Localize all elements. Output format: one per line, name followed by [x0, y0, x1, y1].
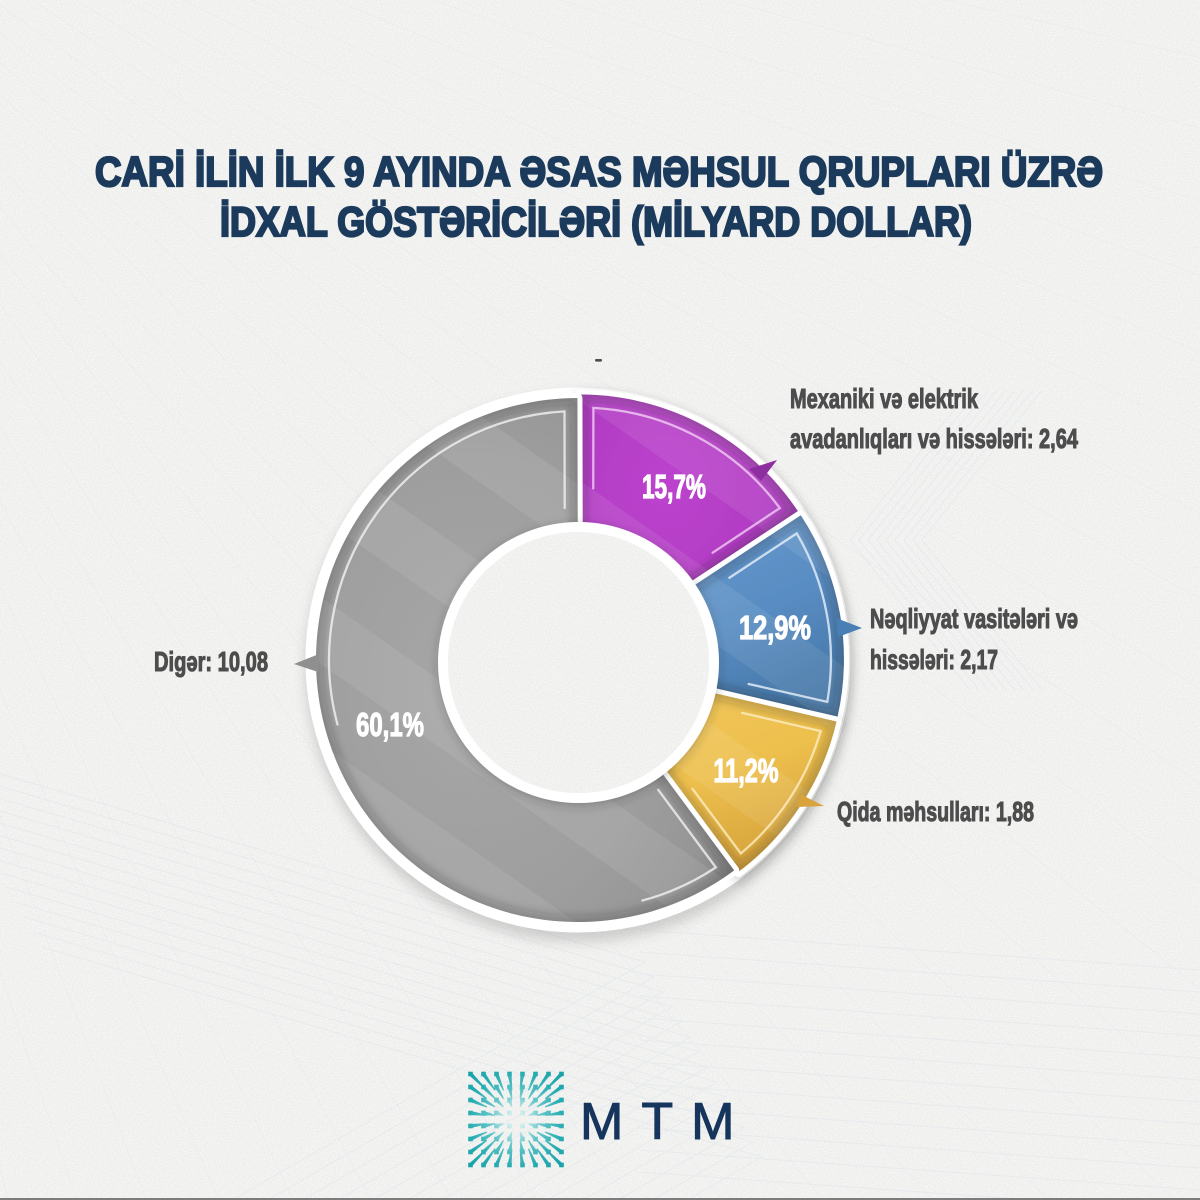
svg-text:11,2%: 11,2%: [714, 752, 779, 789]
svg-text:CARİ İLİN İLK 9 AYINDA ƏSAS MƏ: CARİ İLİN İLK 9 AYINDA ƏSAS MƏHSUL QRUPL…: [95, 148, 1103, 195]
svg-text:15,7%: 15,7%: [642, 468, 706, 505]
svg-text:Qida məhsulları: 1,88: Qida məhsulları: 1,88: [837, 796, 1034, 827]
svg-text:Nəqliyyat vasitələri və: Nəqliyyat vasitələri və: [870, 603, 1078, 634]
svg-text:hissələri: 2,17: hissələri: 2,17: [870, 644, 998, 675]
svg-text:Mexaniki və elektrik: Mexaniki və elektrik: [790, 383, 978, 414]
svg-text:12,9%: 12,9%: [739, 609, 811, 646]
svg-text:Digər: 10,08: Digər: 10,08: [154, 646, 268, 677]
svg-text:60,1%: 60,1%: [356, 706, 424, 743]
svg-text:İDXAL GÖSTƏRİCİLƏRİ (MİLYARD D: İDXAL GÖSTƏRİCİLƏRİ (MİLYARD DOLLAR): [220, 198, 972, 245]
svg-text:MTM: MTM: [580, 1093, 752, 1151]
svg-text:avadanlıqları və hissələri: 2,: avadanlıqları və hissələri: 2,64: [790, 423, 1078, 454]
